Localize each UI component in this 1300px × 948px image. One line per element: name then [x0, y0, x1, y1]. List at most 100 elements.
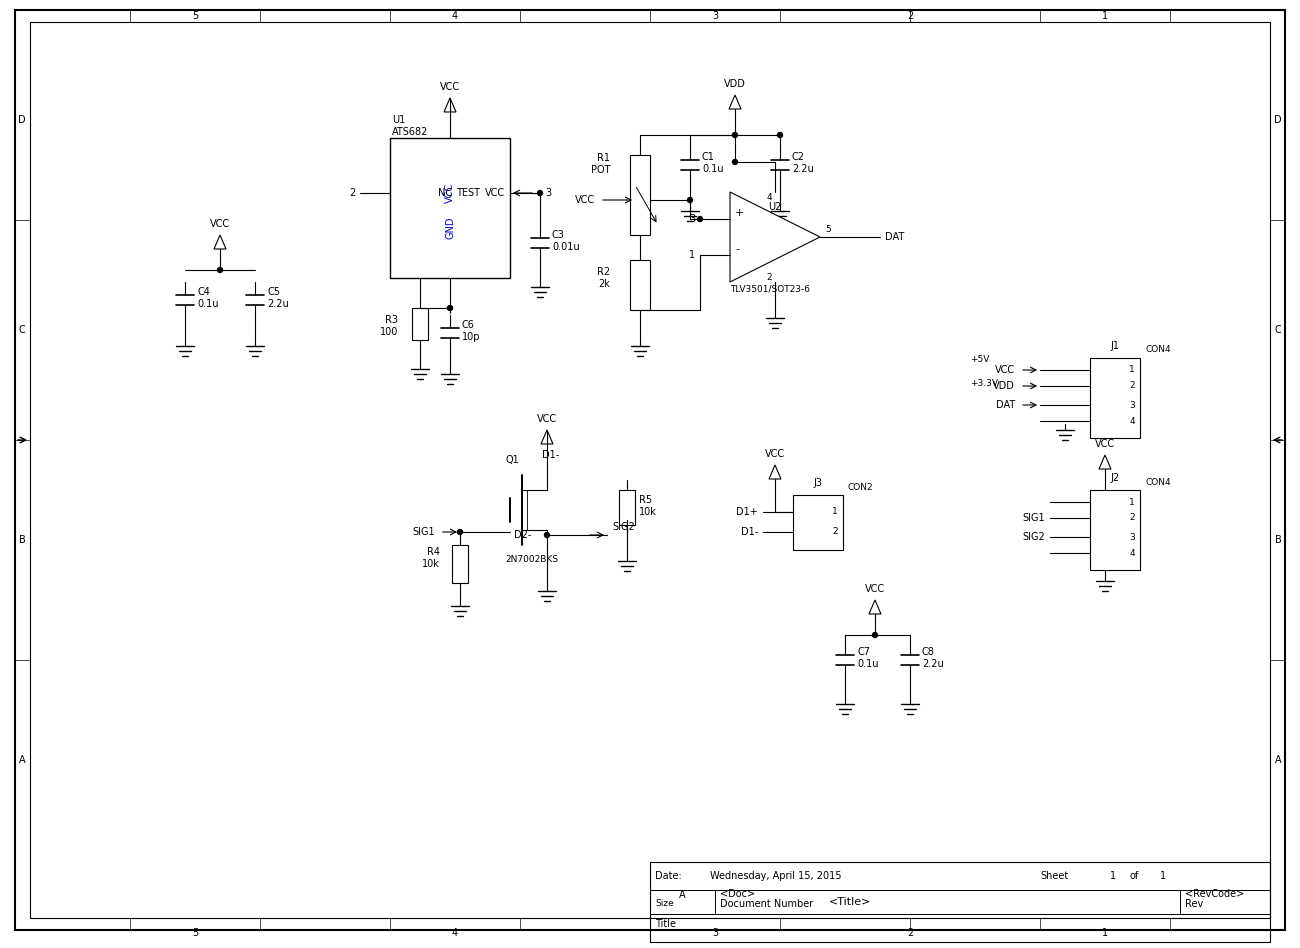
Text: 0.1u: 0.1u	[857, 659, 879, 669]
Text: 4: 4	[1130, 416, 1135, 426]
Text: VCC: VCC	[485, 188, 504, 198]
Text: 2.2u: 2.2u	[922, 659, 944, 669]
Text: 3: 3	[1130, 533, 1135, 541]
Text: 10k: 10k	[422, 559, 439, 569]
Text: J3: J3	[814, 478, 823, 488]
Bar	[390, 138, 510, 278]
Text: 2: 2	[348, 188, 355, 198]
Text: C5: C5	[266, 287, 280, 297]
Text: POT: POT	[590, 165, 610, 175]
Text: 2: 2	[1130, 381, 1135, 391]
Text: 3: 3	[1130, 400, 1135, 410]
Text: R4: R4	[426, 547, 439, 557]
Bar	[452, 545, 468, 583]
Text: +: +	[734, 208, 745, 218]
Text: C6: C6	[462, 320, 474, 330]
Text: C3: C3	[552, 230, 566, 240]
Text: VCC: VCC	[575, 195, 595, 205]
Bar	[630, 155, 650, 235]
Text: 2: 2	[832, 527, 838, 537]
Text: R3: R3	[385, 315, 398, 325]
Text: 4: 4	[452, 11, 458, 21]
Text: C1: C1	[702, 152, 715, 162]
Circle shape	[688, 197, 693, 203]
Circle shape	[537, 191, 542, 195]
Text: -: -	[734, 244, 738, 254]
Polygon shape	[731, 192, 820, 282]
Text: 2: 2	[767, 272, 772, 282]
Bar	[412, 308, 428, 340]
Text: 1: 1	[1102, 928, 1108, 938]
Text: U2: U2	[768, 202, 781, 212]
Text: Title: Title	[655, 919, 676, 929]
Text: SIG1: SIG1	[1022, 513, 1045, 523]
Text: 2N7002BKS: 2N7002BKS	[504, 556, 558, 564]
Circle shape	[545, 533, 550, 538]
Text: 10p: 10p	[462, 332, 481, 342]
Circle shape	[447, 305, 452, 311]
Bar	[650, 862, 1270, 942]
Text: 5: 5	[826, 225, 831, 233]
Text: U1: U1	[393, 115, 406, 125]
Text: D1-: D1-	[741, 527, 758, 537]
Bar	[1089, 490, 1140, 570]
Text: SIG1: SIG1	[412, 527, 436, 537]
Text: 5: 5	[192, 11, 198, 21]
Text: B: B	[18, 535, 26, 545]
Text: D: D	[18, 115, 26, 125]
Text: CON4: CON4	[1145, 478, 1170, 486]
Text: 100: 100	[380, 327, 398, 337]
Text: Rev: Rev	[1186, 899, 1204, 909]
Text: 1: 1	[1130, 498, 1135, 506]
Text: 2: 2	[907, 928, 913, 938]
Text: VCC: VCC	[864, 584, 885, 594]
Text: Wednesday, April 15, 2015: Wednesday, April 15, 2015	[710, 871, 841, 881]
Circle shape	[777, 133, 783, 137]
Text: VCC: VCC	[445, 183, 455, 203]
Text: ATS682: ATS682	[393, 127, 429, 137]
Text: D1-: D1-	[542, 450, 559, 460]
Text: 2: 2	[1130, 514, 1135, 522]
Text: 3: 3	[689, 214, 696, 224]
Text: VCC: VCC	[537, 414, 558, 424]
Text: C8: C8	[922, 647, 935, 657]
Text: 3: 3	[545, 188, 551, 198]
Text: Q1: Q1	[504, 455, 519, 465]
Text: CON2: CON2	[848, 483, 874, 491]
Text: A: A	[1275, 755, 1282, 765]
Text: TEST: TEST	[456, 188, 480, 198]
Text: A: A	[679, 890, 685, 900]
Text: D: D	[1274, 115, 1282, 125]
Text: GND: GND	[445, 217, 455, 239]
Text: 4: 4	[452, 928, 458, 938]
Text: 1: 1	[1102, 11, 1108, 21]
Text: VCC: VCC	[764, 449, 785, 459]
Circle shape	[732, 133, 737, 137]
Text: A: A	[18, 755, 25, 765]
Text: VCC: VCC	[439, 82, 460, 92]
Text: R1: R1	[597, 153, 610, 163]
Text: 3: 3	[712, 11, 718, 21]
Text: <RevCode>: <RevCode>	[1186, 889, 1244, 899]
Text: VDD: VDD	[993, 381, 1015, 391]
Text: B: B	[1274, 535, 1282, 545]
Circle shape	[872, 632, 878, 637]
Text: <Doc>: <Doc>	[720, 889, 755, 899]
Text: CON4: CON4	[1145, 345, 1170, 355]
Text: VCC: VCC	[209, 219, 230, 229]
Text: C7: C7	[857, 647, 870, 657]
Text: J2: J2	[1110, 473, 1119, 483]
Text: C4: C4	[198, 287, 209, 297]
Bar	[619, 490, 634, 525]
Text: D1+: D1+	[736, 507, 758, 517]
Circle shape	[732, 159, 737, 165]
Text: DAT: DAT	[885, 232, 905, 242]
Text: C2: C2	[792, 152, 805, 162]
Text: 2.2u: 2.2u	[266, 299, 289, 309]
Text: 4: 4	[767, 192, 772, 202]
Text: VDD: VDD	[724, 79, 746, 89]
Circle shape	[217, 267, 222, 272]
Text: 1: 1	[689, 250, 696, 260]
Text: 1: 1	[832, 507, 838, 517]
Text: C: C	[1274, 325, 1282, 335]
